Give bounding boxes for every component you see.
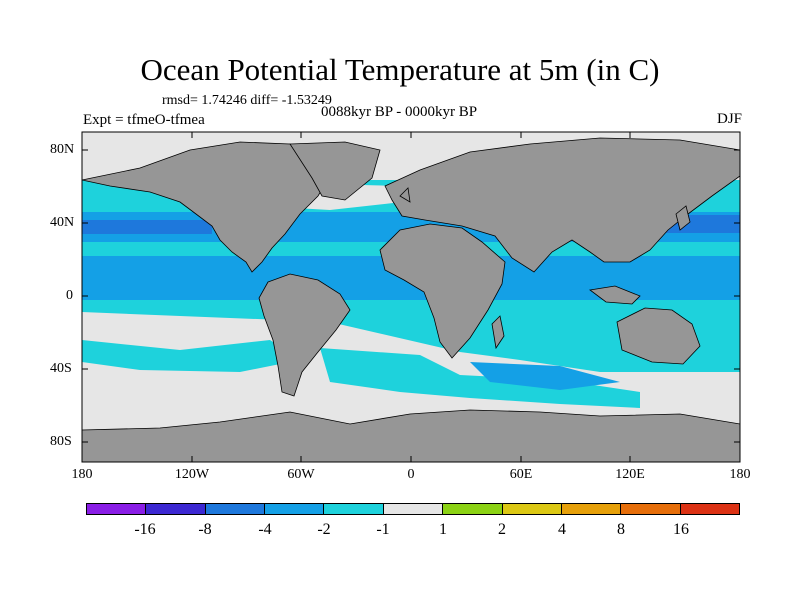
colorbar-label: -8 (198, 521, 212, 538)
land-masses (82, 137, 740, 462)
antarctica-land (82, 409, 740, 462)
colorbar-swatch (205, 504, 266, 514)
lon-tick-label: 180 (729, 467, 751, 482)
north-deep-blue-patch (82, 220, 212, 234)
japan-land (675, 205, 691, 231)
colorbar-swatch (324, 504, 384, 514)
indonesia-land (589, 285, 641, 305)
colorbar-swatch (146, 504, 206, 514)
lon-tick-label: 0 (407, 467, 415, 482)
colorbar-label: 4 (558, 521, 566, 538)
eurasia-land (384, 137, 740, 273)
colorbar (86, 503, 740, 515)
colorbar-swatch (383, 504, 444, 514)
colorbar-swatch (87, 504, 147, 514)
colorbar-label: 16 (673, 521, 689, 538)
colorbar-label: -2 (317, 521, 331, 538)
axis-ticks (81, 132, 741, 462)
colorbar-swatch (502, 504, 562, 514)
colorbar-label: -1 (376, 521, 390, 538)
map-title: Ocean Potential Temperature at 5m (in C) (140, 52, 660, 87)
colorbar-label: 8 (617, 521, 625, 538)
madagascar-land (491, 315, 505, 350)
colorbar-swatch (265, 504, 325, 514)
period-label: 0088kyr BP - 0000kyr BP (321, 104, 478, 120)
south-america-land (258, 273, 351, 397)
map-plot-area (82, 132, 740, 462)
season-label: DJF (716, 111, 742, 127)
experiment-label: Expt = tfmeO-tfmea (83, 112, 205, 128)
south-blue-patch-indian (470, 362, 620, 390)
north-america-land (82, 141, 331, 273)
uk-land (399, 187, 411, 203)
africa-land (379, 223, 506, 359)
colorbar-label: -16 (134, 521, 156, 538)
lat-tick-label: 80N (50, 142, 75, 157)
australia-land (616, 307, 701, 365)
lon-tick-label: 180 (71, 467, 93, 482)
lat-tick-label: 40S (50, 361, 72, 376)
colorbar-swatch (443, 504, 503, 514)
greenland-land (289, 141, 381, 201)
lat-tick-label: 40N (50, 215, 75, 230)
lon-tick-label: 120W (174, 467, 210, 482)
colorbar-label: 1 (439, 521, 447, 538)
lat-tick-label: 0 (66, 288, 73, 303)
stats-text: rmsd= 1.74246 diff= -1.53249 (162, 93, 332, 108)
lon-tick-label: 120E (615, 467, 645, 482)
colorbar-swatch (680, 504, 739, 514)
colorbar-label: -4 (258, 521, 272, 538)
colorbar-label: 2 (498, 521, 506, 538)
lon-tick-label: 60W (287, 467, 315, 482)
lon-tick-label: 60E (509, 467, 533, 482)
south-cyan-patch-atlantic (320, 348, 640, 408)
lat-tick-label: 80S (50, 434, 72, 449)
colorbar-swatch (621, 504, 681, 514)
colorbar-swatch (561, 504, 622, 514)
south-cyan-patch-pacific (82, 340, 300, 372)
